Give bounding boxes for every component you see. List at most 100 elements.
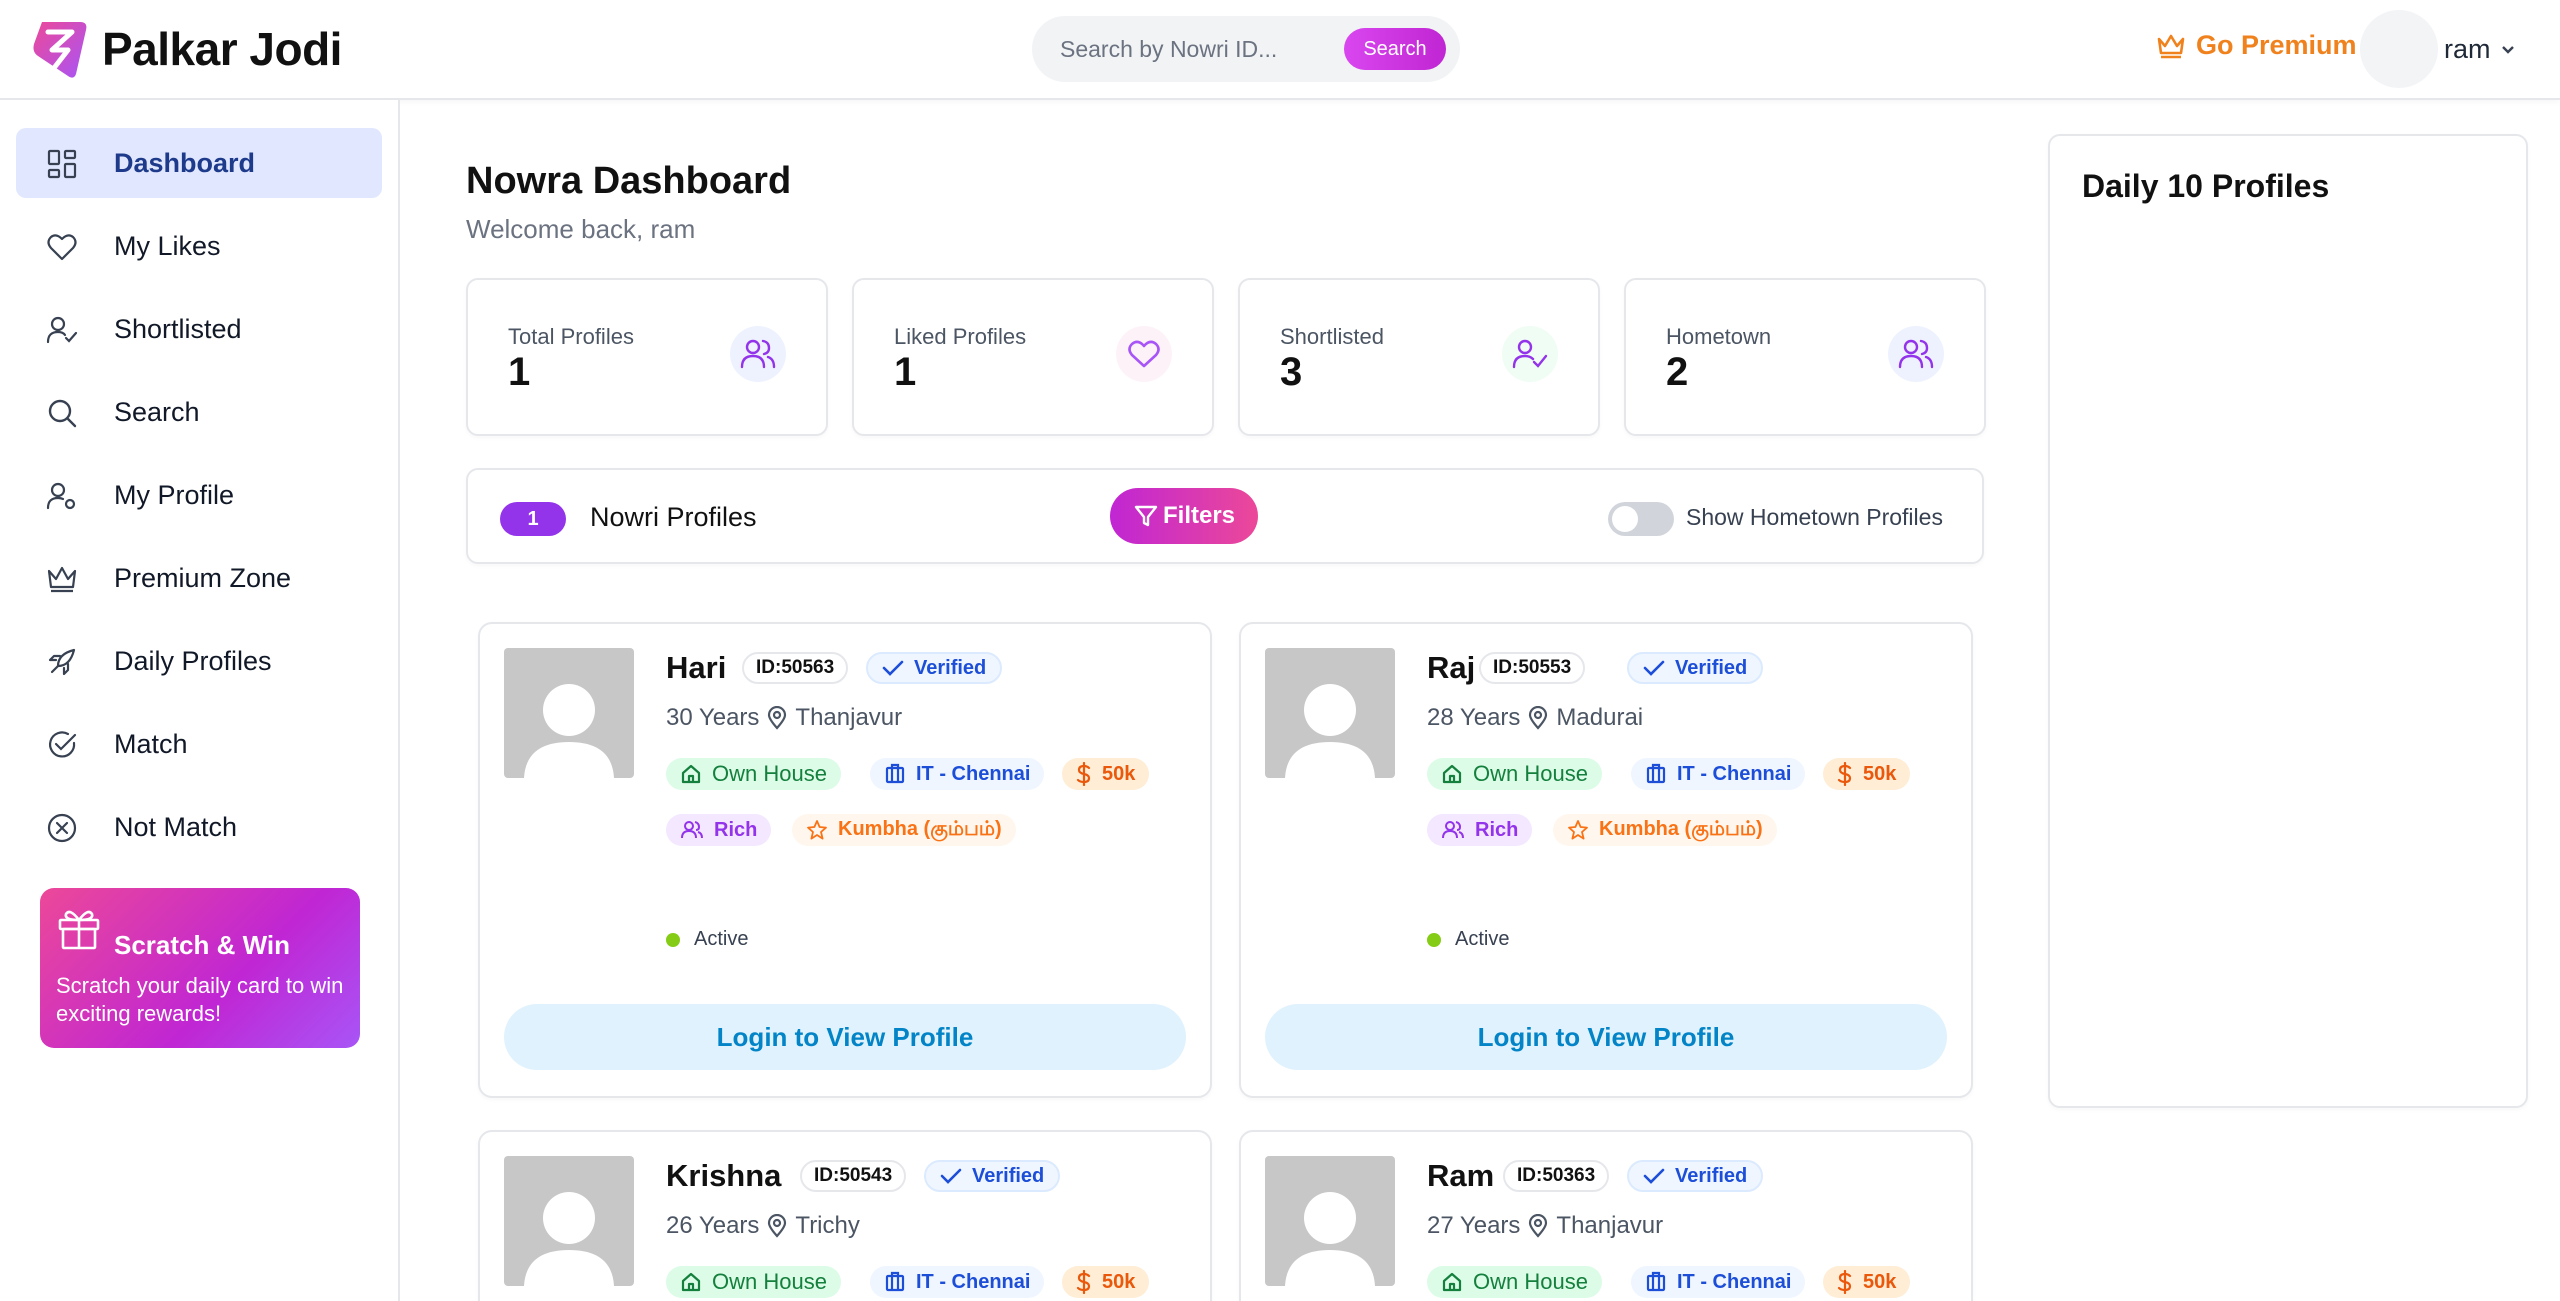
sidebar-item-label: My Profile bbox=[114, 479, 235, 510]
verified-label: Verified bbox=[972, 1164, 1045, 1187]
users-icon bbox=[730, 326, 786, 382]
filters-button[interactable]: Filters bbox=[1110, 488, 1258, 544]
tag-label: IT - Chennai bbox=[916, 762, 1031, 785]
sidebar-item-match[interactable]: Match bbox=[16, 709, 382, 779]
toggle-knob bbox=[1612, 506, 1638, 532]
verified-label: Verified bbox=[1675, 1164, 1748, 1187]
filter-bar: 1 Nowri Profiles Filters Show Hometown P… bbox=[466, 468, 1984, 564]
salary-tag: 50k bbox=[1823, 758, 1911, 790]
profile-avatar bbox=[1265, 1156, 1395, 1286]
stat-label: Hometown bbox=[1666, 324, 1772, 349]
job-tag: IT - Chennai bbox=[870, 758, 1045, 790]
profile-age: 27 Years bbox=[1427, 1212, 1521, 1239]
brand-logo[interactable]: Palkar Jodi bbox=[32, 18, 342, 80]
location-text: Madurai bbox=[1556, 704, 1644, 731]
logo-icon bbox=[33, 22, 87, 78]
scratch-title: Scratch & Win bbox=[114, 930, 291, 960]
go-premium-link[interactable]: Go Premium bbox=[2156, 30, 2357, 61]
active-status: Active bbox=[1427, 928, 1509, 951]
user-name: ram bbox=[2444, 34, 2491, 64]
user-menu[interactable]: ram bbox=[2444, 34, 2515, 65]
sidebar-item-search[interactable]: Search bbox=[16, 377, 382, 447]
sidebar-item-label: Daily Profiles bbox=[114, 645, 272, 676]
home-icon bbox=[681, 1272, 701, 1292]
building-icon bbox=[885, 763, 905, 784]
sidebar-item-premium-zone[interactable]: Premium Zone bbox=[16, 543, 382, 613]
x-circle-icon bbox=[47, 813, 77, 843]
sidebar-item-shortlisted[interactable]: Shortlisted bbox=[16, 294, 382, 364]
gift-icon bbox=[58, 910, 100, 950]
location-text: Thanjavur bbox=[795, 704, 903, 731]
job-tag: IT - Chennai bbox=[1631, 758, 1806, 790]
verified-badge: Verified bbox=[866, 652, 1003, 684]
age-location: 26 Years Trichy bbox=[666, 1212, 860, 1240]
map-pin-icon bbox=[768, 1214, 787, 1238]
sidebar-item-label: My Likes bbox=[114, 230, 221, 261]
user-placeholder-icon bbox=[524, 684, 614, 778]
scratch-text: Scratch your daily card to win exciting … bbox=[56, 973, 344, 1026]
tag-label: 50k bbox=[1863, 1270, 1897, 1293]
toggle-label: Show Hometown Profiles bbox=[1686, 504, 1943, 530]
dollar-icon bbox=[1076, 762, 1091, 786]
search-input[interactable] bbox=[1060, 30, 1330, 68]
job-tag: IT - Chennai bbox=[870, 1266, 1045, 1298]
tag-label: Own House bbox=[712, 761, 827, 786]
verified-label: Verified bbox=[1675, 656, 1748, 679]
user-check-icon bbox=[1502, 326, 1558, 382]
profile-name: Krishna bbox=[666, 1158, 782, 1193]
tag-label: Kumbha (கும்பம்) bbox=[838, 817, 1002, 840]
verified-badge: Verified bbox=[1627, 652, 1764, 684]
hometown-toggle[interactable] bbox=[1608, 502, 1674, 536]
welcome-text: Welcome back, ram bbox=[466, 214, 696, 244]
map-pin-icon bbox=[1529, 1214, 1548, 1238]
own-house-tag: Own House bbox=[1427, 1266, 1602, 1298]
salary-tag: 50k bbox=[1062, 1266, 1150, 1298]
stat-value: 1 bbox=[508, 350, 531, 394]
profile-id-badge: ID:50363 bbox=[1503, 1160, 1610, 1192]
check-icon bbox=[882, 660, 904, 676]
stat-card-shortlisted: Shortlisted 3 bbox=[1238, 278, 1600, 436]
check-icon bbox=[940, 1168, 962, 1184]
daily-panel-title: Daily 10 Profiles bbox=[2082, 168, 2330, 204]
scratch-win-card[interactable]: Scratch & Win Scratch your daily card to… bbox=[40, 888, 360, 1048]
login-to-view-button[interactable]: Login to View Profile bbox=[1265, 1004, 1947, 1070]
home-icon bbox=[681, 764, 701, 784]
stat-value: 2 bbox=[1666, 350, 1689, 394]
dollar-icon bbox=[1076, 1270, 1091, 1294]
profile-card: Krishna ID:50543 Verified 26 Years Trich… bbox=[478, 1130, 1212, 1301]
grid-icon bbox=[47, 149, 77, 179]
rasi-tag: Kumbha (கும்பம்) bbox=[792, 814, 1016, 846]
stat-card-total-profiles: Total Profiles 1 bbox=[466, 278, 828, 436]
profile-age: 26 Years bbox=[666, 1212, 760, 1239]
map-pin-icon bbox=[1529, 706, 1548, 730]
tag-label: IT - Chennai bbox=[1677, 1270, 1792, 1293]
sidebar-item-not-match[interactable]: Not Match bbox=[16, 792, 382, 862]
stat-card-liked-profiles: Liked Profiles 1 bbox=[852, 278, 1214, 436]
profile-name: Hari bbox=[666, 650, 727, 685]
verified-label: Verified bbox=[914, 656, 987, 679]
profile-count-badge: 1 bbox=[500, 502, 566, 536]
tag-label: 50k bbox=[1863, 762, 1897, 785]
top-header: Palkar Jodi Search Go Premium ram bbox=[0, 0, 2560, 100]
profile-card: Hari ID:50563 Verified 30 Years Thanjavu… bbox=[478, 622, 1212, 1098]
profile-id-badge: ID:50543 bbox=[800, 1160, 907, 1192]
search-button[interactable]: Search bbox=[1344, 28, 1446, 70]
home-icon bbox=[1442, 1272, 1462, 1292]
rich-tag: Rich bbox=[666, 814, 772, 846]
tag-label: 50k bbox=[1102, 762, 1136, 785]
sidebar-item-dashboard[interactable]: Dashboard bbox=[16, 128, 382, 198]
heart-icon bbox=[1116, 326, 1172, 382]
home-icon bbox=[1442, 764, 1462, 784]
daily-profiles-panel: Daily 10 Profiles bbox=[2048, 134, 2528, 1108]
profile-avatar bbox=[504, 648, 634, 778]
sidebar-item-my-likes[interactable]: My Likes bbox=[16, 211, 382, 281]
sidebar-item-daily-profiles[interactable]: Daily Profiles bbox=[16, 626, 382, 696]
profile-location: Thanjavur bbox=[767, 704, 902, 732]
building-icon bbox=[885, 1271, 905, 1292]
user-avatar[interactable] bbox=[2360, 10, 2438, 88]
profile-avatar bbox=[1265, 648, 1395, 778]
sidebar-item-my-profile[interactable]: My Profile bbox=[16, 460, 382, 530]
job-tag: IT - Chennai bbox=[1631, 1266, 1806, 1298]
login-to-view-button[interactable]: Login to View Profile bbox=[504, 1004, 1186, 1070]
crown-icon bbox=[47, 566, 77, 593]
